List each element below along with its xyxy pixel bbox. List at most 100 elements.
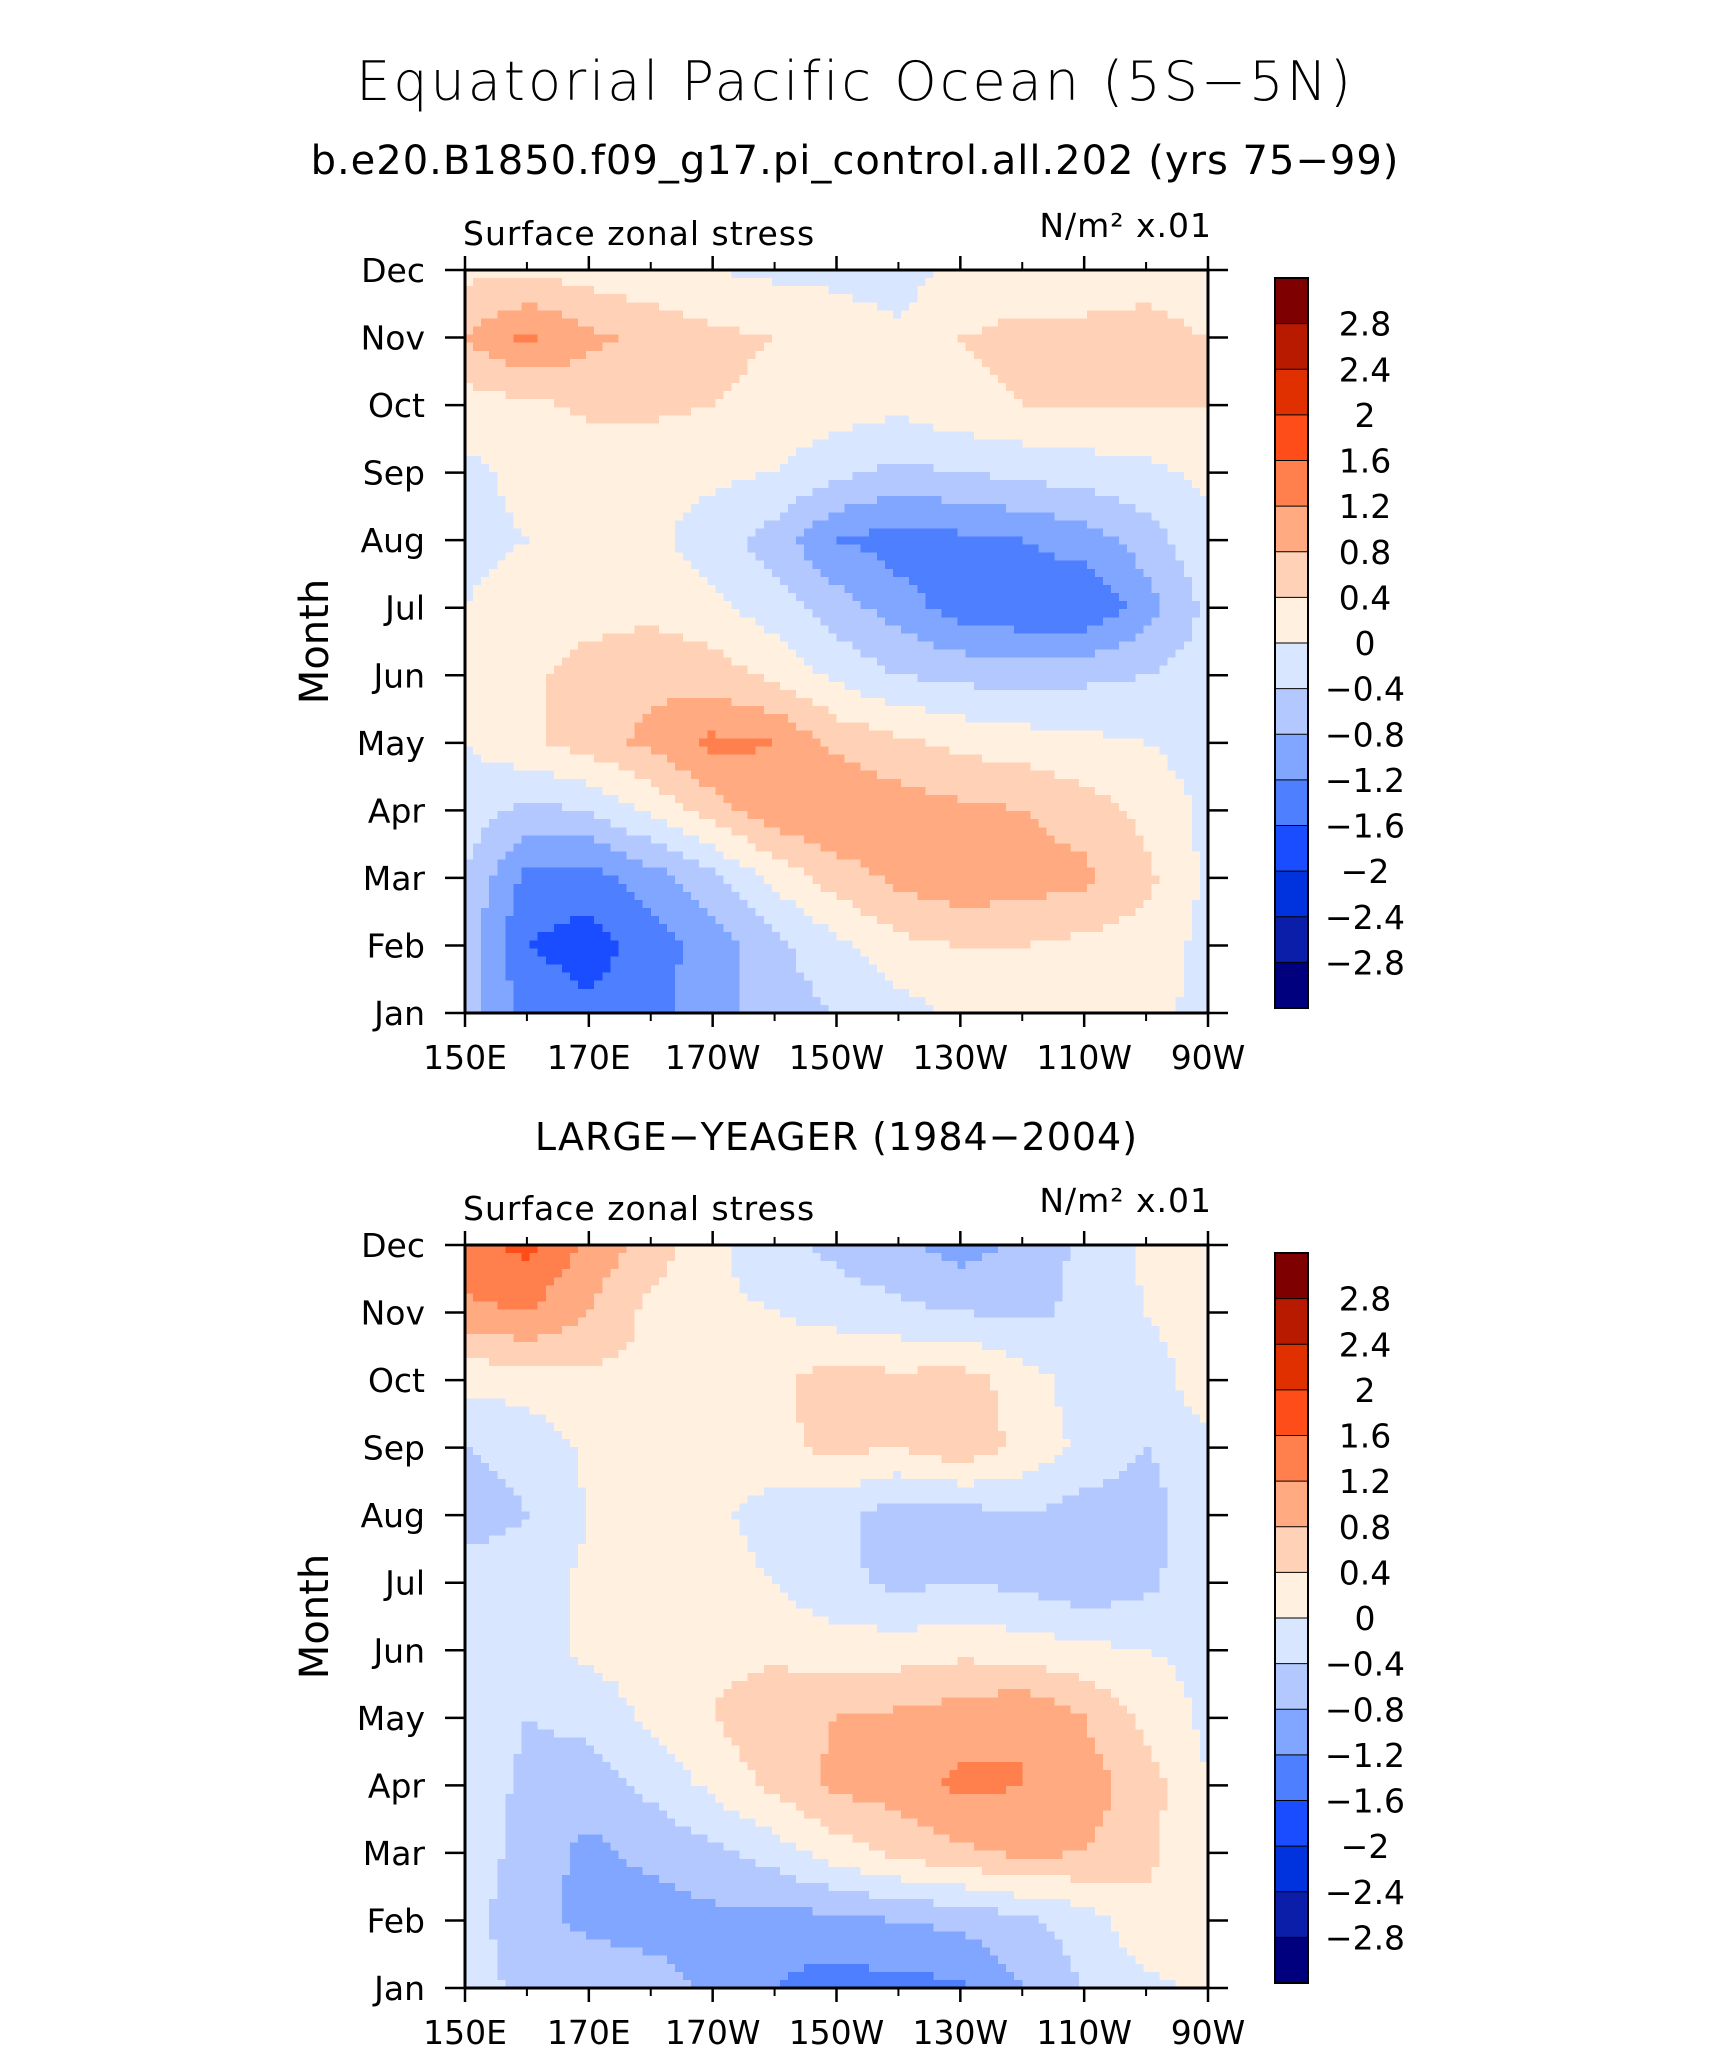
contour-cell <box>699 585 708 594</box>
contour-cell <box>505 609 514 618</box>
contour-cell <box>1119 472 1128 481</box>
contour-cell <box>1006 343 1015 352</box>
contour-cell <box>643 399 652 408</box>
contour-cell <box>505 504 514 513</box>
contour-cell <box>1135 617 1144 626</box>
contour-cell <box>740 520 749 529</box>
contour-cell <box>651 577 660 586</box>
contour-cell <box>950 577 959 586</box>
contour-cell <box>861 593 870 602</box>
contour-cell <box>707 351 716 360</box>
contour-cell <box>1022 593 1031 602</box>
contour-cell <box>796 294 805 303</box>
contour-cell <box>740 286 749 295</box>
contour-cell <box>990 698 999 707</box>
contour-cell <box>853 318 862 327</box>
contour-cell <box>618 472 627 481</box>
contour-cell <box>974 343 983 352</box>
contour-cell <box>1119 690 1128 699</box>
contour-cell <box>530 488 539 497</box>
contour-cell <box>1176 286 1185 295</box>
contour-cell <box>982 698 991 707</box>
contour-cell <box>481 585 490 594</box>
contour-cell <box>780 302 789 311</box>
contour-cell <box>723 690 732 699</box>
contour-cell <box>756 537 765 546</box>
contour-cell <box>853 327 862 336</box>
contour-cell <box>812 690 821 699</box>
contour-cell <box>1151 432 1160 441</box>
contour-cell <box>796 633 805 642</box>
contour-cell <box>530 496 539 505</box>
contour-cell <box>853 512 862 521</box>
contour-cell <box>998 359 1007 368</box>
contour-cell <box>1014 520 1023 529</box>
contour-cell <box>497 650 506 659</box>
contour-cell <box>586 310 595 319</box>
contour-cell <box>683 448 692 457</box>
contour-cell <box>699 464 708 473</box>
contour-cell <box>893 351 902 360</box>
contour-cell <box>1006 327 1015 336</box>
contour-cell <box>828 561 837 570</box>
contour-cell <box>675 601 684 610</box>
contour-cell <box>513 286 522 295</box>
contour-cell <box>901 472 910 481</box>
contour-cell <box>861 415 870 424</box>
contour-cell <box>796 391 805 400</box>
contour-cell <box>1151 448 1160 457</box>
contour-cell <box>820 335 829 344</box>
contour-cell <box>861 698 870 707</box>
contour-cell <box>845 294 854 303</box>
contour-cell <box>594 391 603 400</box>
contour-cell <box>869 528 878 537</box>
contour-cell <box>748 407 757 416</box>
contour-cell <box>909 367 918 376</box>
contour-cell <box>1168 391 1177 400</box>
contour-cell <box>740 456 749 465</box>
contour-cell <box>610 448 619 457</box>
contour-cell <box>740 351 749 360</box>
contour-cell <box>1022 432 1031 441</box>
contour-cell <box>602 375 611 384</box>
contour-cell <box>594 383 603 392</box>
contour-cell <box>497 609 506 618</box>
contour-cell <box>740 367 749 376</box>
contour-cell <box>837 343 846 352</box>
contour-cell <box>1176 310 1185 319</box>
contour-cell <box>627 472 636 481</box>
contour-cell <box>546 553 555 562</box>
contour-cell <box>481 286 490 295</box>
contour-cell <box>473 609 482 618</box>
contour-cell <box>1046 472 1055 481</box>
contour-cell <box>933 278 942 287</box>
contour-cell <box>1038 561 1047 570</box>
contour-cell <box>691 698 700 707</box>
contour-cell <box>1143 327 1152 336</box>
contour-cell <box>788 690 797 699</box>
contour-cell <box>497 674 506 683</box>
contour-cell <box>513 706 522 715</box>
contour-cell <box>707 674 716 683</box>
contour-cell <box>707 561 716 570</box>
contour-cell <box>699 343 708 352</box>
contour-cell <box>958 609 967 618</box>
contour-cell <box>586 593 595 602</box>
contour-cell <box>715 682 724 691</box>
contour-cell <box>796 512 805 521</box>
contour-cell <box>1103 520 1112 529</box>
contour-cell <box>651 310 660 319</box>
contour-cell <box>861 690 870 699</box>
contour-cell <box>748 496 757 505</box>
contour-cell <box>1127 302 1136 311</box>
contour-cell <box>869 448 878 457</box>
contour-cell <box>1071 585 1080 594</box>
contour-cell <box>990 302 999 311</box>
contour-cell <box>837 658 846 667</box>
contour-cell <box>578 480 587 489</box>
contour-cell <box>998 383 1007 392</box>
contour-cell <box>1071 391 1080 400</box>
contour-cell <box>1111 318 1120 327</box>
contour-cell <box>1184 391 1193 400</box>
contour-cell <box>933 625 942 634</box>
